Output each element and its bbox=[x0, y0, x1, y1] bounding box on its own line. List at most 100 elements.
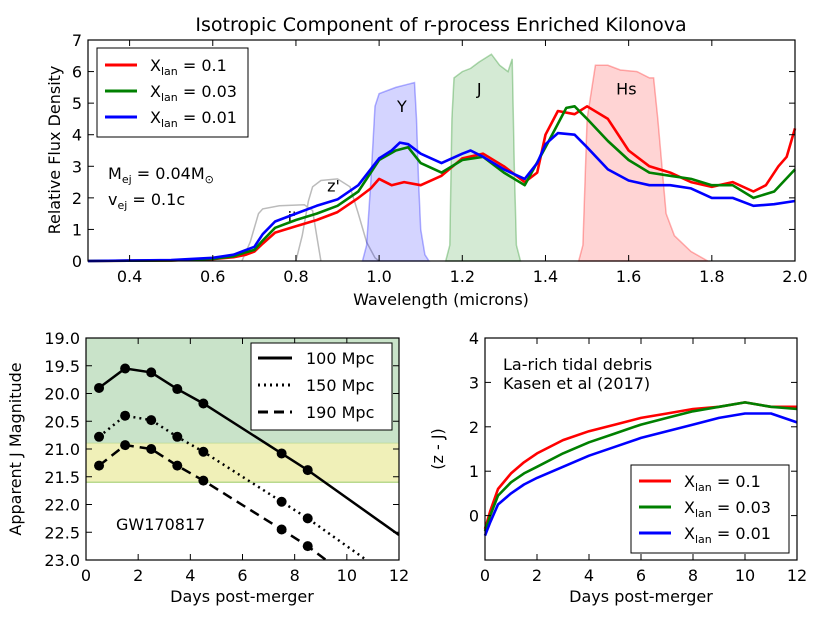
top-y-tick-label: 0 bbox=[72, 252, 82, 271]
br-legend-entry-3: Xlan = 0.01 bbox=[684, 524, 771, 546]
top-x-tick-label: 2.0 bbox=[782, 267, 807, 286]
br-y-tick-label: 4 bbox=[469, 329, 479, 348]
spectrum-line-2 bbox=[87, 105, 796, 263]
magnitude-point bbox=[198, 475, 209, 486]
bl-x-tick-label: 4 bbox=[185, 566, 195, 585]
bl-y-tick-label: 20.0 bbox=[44, 385, 80, 404]
br-y-axis-label: (z - J) bbox=[428, 428, 447, 470]
br-y-tick-label: 2 bbox=[469, 418, 479, 437]
top-legend-entry-3: Xlan = 0.01 bbox=[150, 108, 237, 130]
magnitude-point bbox=[94, 460, 105, 471]
br-x-tick-label: 10 bbox=[735, 566, 755, 585]
top-y-tick-label: 1 bbox=[72, 220, 82, 239]
br-annotation-line-2: Kasen et al (2017) bbox=[503, 374, 650, 393]
magnitude-point bbox=[120, 440, 131, 451]
top-x-tick-label: 1.0 bbox=[366, 267, 391, 286]
bl-y-tick-label: 21.5 bbox=[44, 468, 80, 487]
limit-band-2 bbox=[86, 443, 399, 483]
bl-legend-entry-1: 100 Mpc bbox=[306, 349, 374, 368]
magnitude-point bbox=[276, 448, 287, 459]
filter-curve-zp bbox=[295, 178, 380, 262]
top-filter-bands bbox=[241, 53, 711, 262]
br-x-tick-label: 8 bbox=[688, 566, 698, 585]
top-x-axis-label: Wavelength (microns) bbox=[353, 290, 529, 309]
br-x-tick-label: 4 bbox=[584, 566, 594, 585]
filter-label-ip: i' bbox=[288, 208, 297, 227]
top-legend-entry-1: Xlan = 0.1 bbox=[150, 56, 227, 78]
br-y-tick-label: 0 bbox=[469, 507, 479, 526]
br-x-tick-label: 2 bbox=[532, 566, 542, 585]
bl-x-tick-label: 6 bbox=[237, 566, 247, 585]
color-index-curves bbox=[483, 401, 798, 537]
ejecta-velocity-annotation: vej = 0.1c bbox=[108, 190, 185, 212]
top-y-tick-label: 3 bbox=[72, 157, 82, 176]
top-x-tick-label: 1.4 bbox=[533, 267, 558, 286]
top-spectra bbox=[87, 105, 797, 263]
magnitude-point bbox=[146, 444, 157, 454]
top-y-tick-label: 2 bbox=[72, 189, 82, 208]
magnitude-point bbox=[302, 465, 313, 476]
top-axis-ticks: 0.4 0.6 0.8 1.0 1.2 1.4 1.6 1.8 2.0 0 1 2 3 4 5 6 7 bbox=[72, 31, 808, 286]
magnitude-point bbox=[302, 513, 313, 524]
magnitude-point bbox=[172, 460, 183, 471]
top-plot-frame bbox=[87, 39, 796, 262]
magnitude-point bbox=[172, 431, 183, 442]
top-x-tick-label: 1.6 bbox=[616, 267, 641, 286]
br-y-tick-label: 1 bbox=[469, 462, 479, 481]
magnitude-point bbox=[198, 398, 209, 409]
top-legend: Xlan = 0.1 Xlan = 0.03 Xlan = 0.01 bbox=[96, 47, 249, 138]
filter-label-y: Y bbox=[396, 97, 407, 116]
magnitude-point bbox=[172, 384, 183, 395]
filter-label-hs: Hs bbox=[616, 80, 636, 99]
bl-y-tick-label: 19.5 bbox=[44, 357, 80, 376]
top-x-tick-label: 0.8 bbox=[283, 267, 308, 286]
bl-x-tick-label: 12 bbox=[389, 566, 409, 585]
br-plot-frame bbox=[484, 337, 798, 561]
bl-x-tick-label: 10 bbox=[337, 566, 357, 585]
filter-label-j: J bbox=[476, 80, 482, 99]
ejecta-mass-annotation: Mej = 0.04M⊙ bbox=[108, 164, 214, 186]
top-y-axis-label: Relative Flux Density bbox=[45, 66, 64, 235]
br-legend: Xlan = 0.1 Xlan = 0.03 Xlan = 0.01 bbox=[630, 464, 790, 554]
magnitude-point bbox=[276, 496, 287, 507]
spectrum-line-1 bbox=[87, 105, 797, 263]
top-x-tick-label: 0.4 bbox=[117, 267, 142, 286]
bl-axis-ticks: 0 2 4 6 8 10 12 19.0 19.5 20.0 20.5 21.0 21.5 22.0 22.… bbox=[44, 329, 409, 585]
br-x-axis-label: Days post-merger bbox=[569, 587, 713, 606]
color-index-line-3 bbox=[483, 412, 798, 537]
bl-plot-frame bbox=[85, 337, 400, 561]
br-legend-entry-2: Xlan = 0.03 bbox=[684, 498, 771, 520]
top-x-tick-label: 1.8 bbox=[699, 267, 724, 286]
filter-curve-ip bbox=[241, 204, 322, 262]
bl-legend-entry-3: 190 Mpc bbox=[306, 403, 374, 422]
magnitude-point bbox=[120, 410, 131, 421]
bl-y-tick-label: 20.5 bbox=[44, 412, 80, 431]
br-y-tick-label: 3 bbox=[469, 373, 479, 392]
bl-y-tick-label: 21.0 bbox=[44, 440, 80, 459]
bl-x-tick-label: 2 bbox=[133, 566, 143, 585]
top-x-tick-label: 0.6 bbox=[200, 267, 225, 286]
top-y-tick-label: 5 bbox=[72, 94, 82, 113]
bl-x-tick-label: 0 bbox=[81, 566, 91, 585]
bl-y-axis-label: Apparent J Magnitude bbox=[6, 362, 25, 535]
magnitude-point bbox=[146, 415, 157, 426]
spectrum-line-3 bbox=[87, 131, 796, 263]
br-annotation-line-1: La-rich tidal debris bbox=[503, 355, 652, 374]
bl-y-tick-label: 19.0 bbox=[44, 329, 80, 348]
magnitude-point bbox=[146, 367, 157, 378]
br-x-tick-label: 0 bbox=[480, 566, 490, 585]
magnitude-point bbox=[94, 382, 105, 393]
top-x-tick-label: 1.2 bbox=[450, 267, 475, 286]
magnitude-point bbox=[302, 541, 313, 552]
bl-x-tick-label: 8 bbox=[290, 566, 300, 585]
top-y-tick-label: 4 bbox=[72, 126, 82, 145]
top-filter-labels: i' z' Y J Hs bbox=[288, 80, 637, 227]
gw170817-label: GW170817 bbox=[116, 515, 205, 534]
magnitude-point bbox=[198, 446, 209, 457]
magnitude-point bbox=[120, 363, 131, 374]
br-x-tick-label: 6 bbox=[636, 566, 646, 585]
top-y-tick-label: 6 bbox=[72, 63, 82, 82]
bl-legend: 100 Mpc 150 Mpc 190 Mpc bbox=[250, 342, 393, 431]
top-legend-entry-2: Xlan = 0.03 bbox=[150, 82, 237, 104]
